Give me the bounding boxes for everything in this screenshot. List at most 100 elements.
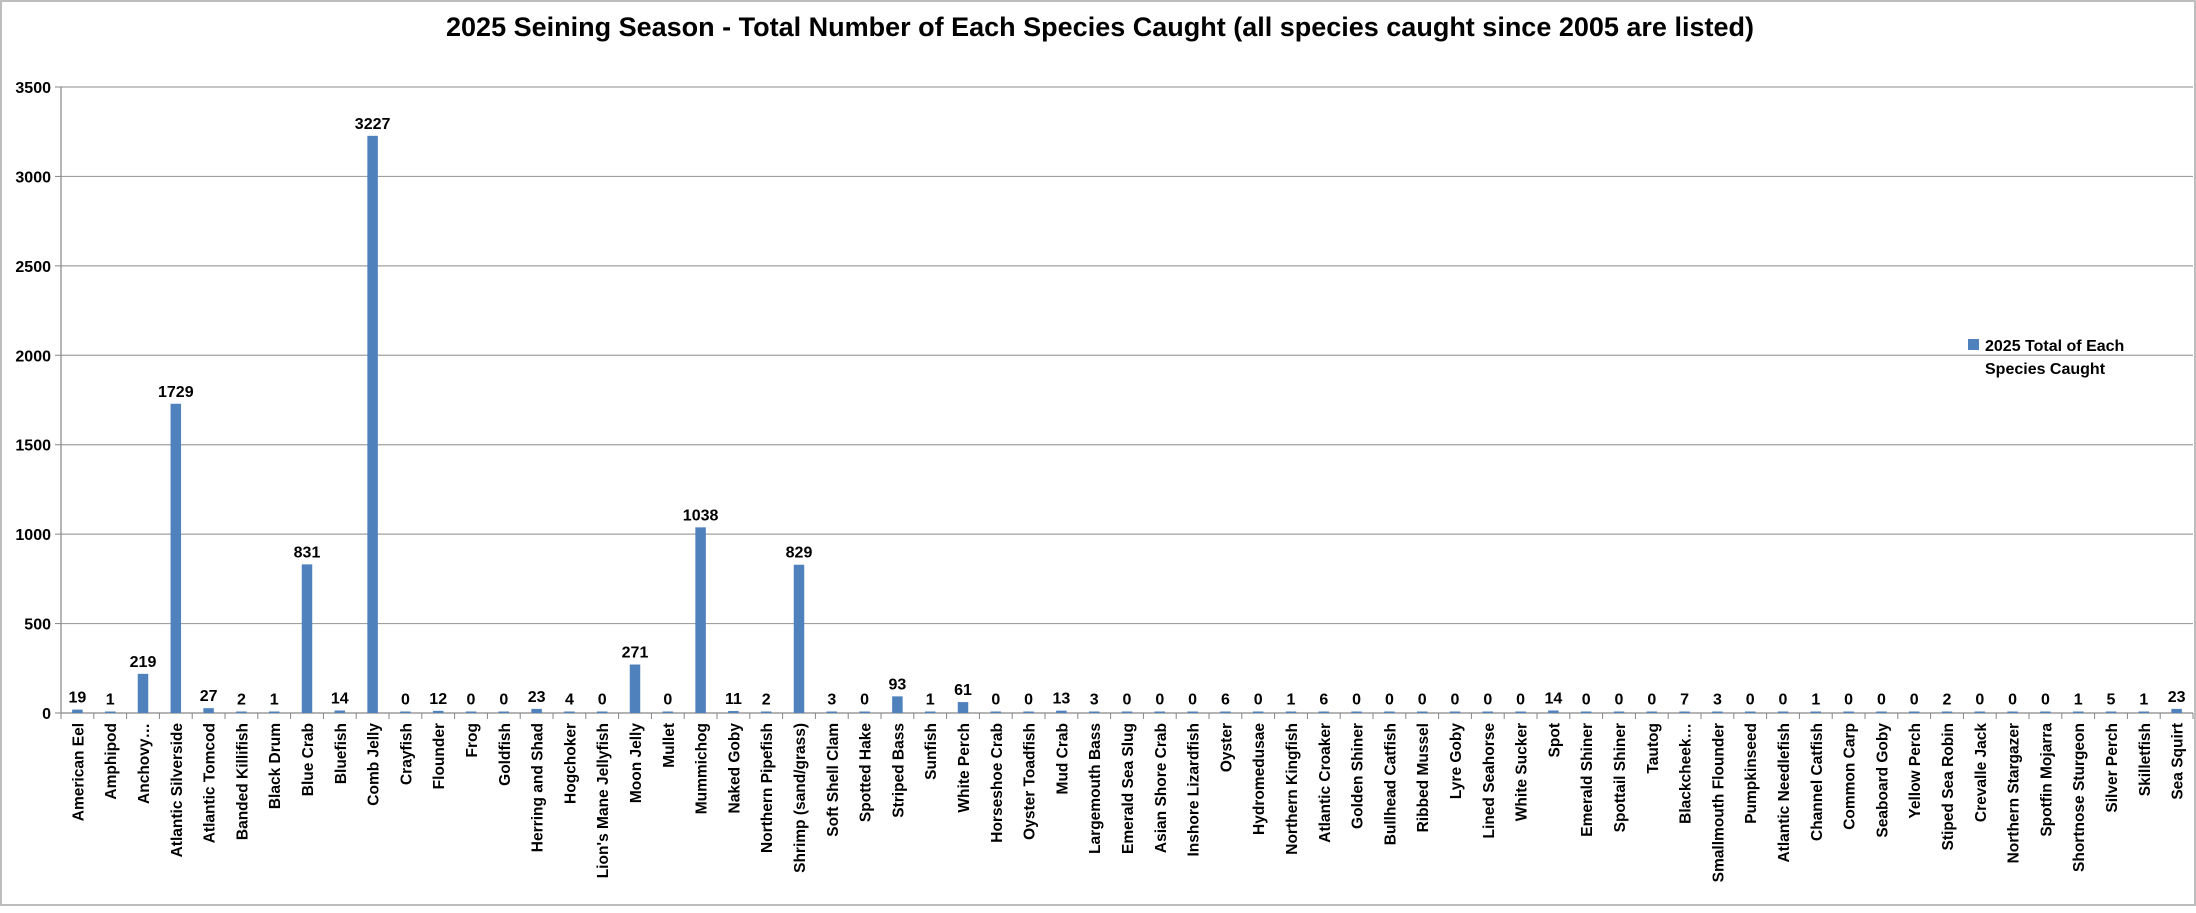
x-tick-label: Anchovy…: [136, 723, 153, 804]
bar: [596, 711, 608, 713]
x-tick-label: Lyre Goby: [1448, 723, 1465, 799]
bar: [1908, 711, 1920, 713]
bar: [859, 711, 870, 713]
data-label: 271: [622, 645, 649, 662]
data-label: 0: [598, 692, 607, 709]
x-tick-label: Yellow Perch: [1907, 723, 1924, 819]
data-label: 5: [2107, 692, 2116, 709]
x-tick-label: Emerald Sea Slug: [1120, 723, 1137, 854]
data-label: 0: [2041, 692, 2050, 709]
bar: [1515, 711, 1526, 713]
data-label: 27: [200, 688, 218, 705]
bar: [531, 708, 542, 713]
x-tick-label: Black Drum: [267, 723, 284, 809]
data-label: 13: [1053, 691, 1071, 708]
data-label: 1: [270, 692, 279, 709]
data-label: 1: [926, 692, 935, 709]
data-label: 0: [401, 692, 410, 709]
bar: [1187, 711, 1198, 713]
bar: [2105, 711, 2117, 713]
x-tick-label: Goldfish: [497, 723, 514, 786]
bar: [1318, 711, 1330, 713]
x-tick-label: Hydromedusae: [1251, 723, 1268, 835]
data-label: 0: [1516, 692, 1525, 709]
x-tick-label: Tautog: [1645, 723, 1662, 774]
data-label: 6: [1221, 692, 1230, 709]
data-label: 7: [1680, 692, 1689, 709]
x-tick-label: Shrimp (sand/grass): [792, 723, 809, 873]
x-tick-label: Stiped Sea Robin: [1940, 723, 1957, 850]
bar: [1023, 711, 1034, 713]
data-label: 829: [786, 545, 813, 562]
bar: [1548, 710, 1559, 713]
bar: [793, 564, 805, 713]
x-tick-label: Mud Crab: [1054, 723, 1071, 794]
x-tick-label: Hogchoker: [562, 723, 579, 804]
chart-title: 2025 Seining Season - Total Number of Ea…: [446, 12, 1754, 42]
x-tick-label: Seaboard Goby: [1874, 723, 1891, 838]
bar: [2138, 711, 2150, 713]
x-tick-label: Bullhead Catfish: [1382, 723, 1399, 845]
bar: [2040, 711, 2051, 713]
bar: [1613, 711, 1625, 713]
data-label: 1: [2074, 692, 2083, 709]
x-tick-label: American Eel: [70, 723, 87, 821]
data-label: 0: [1647, 692, 1656, 709]
bar: [203, 708, 214, 713]
bar: [1876, 711, 1887, 713]
x-tick-label: Shortnose Sturgeon: [2071, 723, 2088, 872]
bar: [1384, 711, 1395, 713]
bar: [1121, 711, 1133, 713]
data-label: 0: [1352, 692, 1361, 709]
x-tick-label: Lined Seahorse: [1481, 723, 1498, 839]
bar: [990, 711, 1002, 713]
bar: [236, 711, 247, 713]
data-label: 0: [1910, 692, 1919, 709]
x-tick-label: Mummichog: [694, 723, 711, 814]
bar: [1220, 711, 1231, 713]
data-label: 1: [2139, 692, 2148, 709]
bar: [728, 711, 739, 713]
bar: [1679, 711, 1690, 713]
y-tick-label: 3000: [15, 169, 51, 186]
bar: [695, 527, 706, 713]
x-tick-label: Bluefish: [333, 723, 350, 784]
x-tick-label: Spot: [1546, 723, 1563, 757]
bar: [2171, 708, 2182, 713]
data-label: 12: [429, 691, 447, 708]
data-label: 0: [499, 692, 508, 709]
bar: [564, 711, 575, 713]
bar: [1777, 711, 1789, 713]
x-tick-label: Spotted Hake: [858, 723, 875, 822]
bar: [1482, 711, 1494, 713]
bar: [301, 564, 313, 713]
data-label: 93: [889, 676, 907, 693]
data-label: 1: [1811, 692, 1820, 709]
data-label: 3227: [355, 116, 391, 133]
data-label: 0: [1615, 692, 1624, 709]
bar: [137, 673, 149, 713]
legend: 2025 Total of Each Species Caught: [1968, 338, 2124, 378]
data-label: 11: [725, 691, 742, 708]
bar: [892, 696, 903, 713]
x-tick-label: Frog: [464, 723, 481, 757]
data-label: 14: [331, 690, 349, 707]
bar: [432, 710, 444, 713]
y-tick-label: 1000: [15, 527, 51, 544]
x-tick-label: Northern Stargazer: [2006, 723, 2023, 863]
y-tick-label: 0: [42, 706, 51, 723]
data-label: 0: [991, 692, 1000, 709]
x-tick-label: Oyster: [1218, 723, 1235, 772]
bar: [1744, 711, 1756, 713]
x-tick-label: Ribbed Mussel: [1415, 723, 1432, 832]
bar: [1843, 711, 1854, 713]
x-tick-label: Crevalle Jack: [1973, 723, 1990, 822]
data-label: 1729: [158, 384, 194, 401]
y-axis: 0 500 1000 1500 2000 2500 3000 3500: [15, 80, 62, 723]
bar: [629, 664, 641, 713]
data-label: 0: [1451, 692, 1460, 709]
data-label: 0: [467, 692, 476, 709]
x-tick-label: Blackcheek…: [1678, 723, 1695, 824]
bar: [268, 711, 280, 713]
